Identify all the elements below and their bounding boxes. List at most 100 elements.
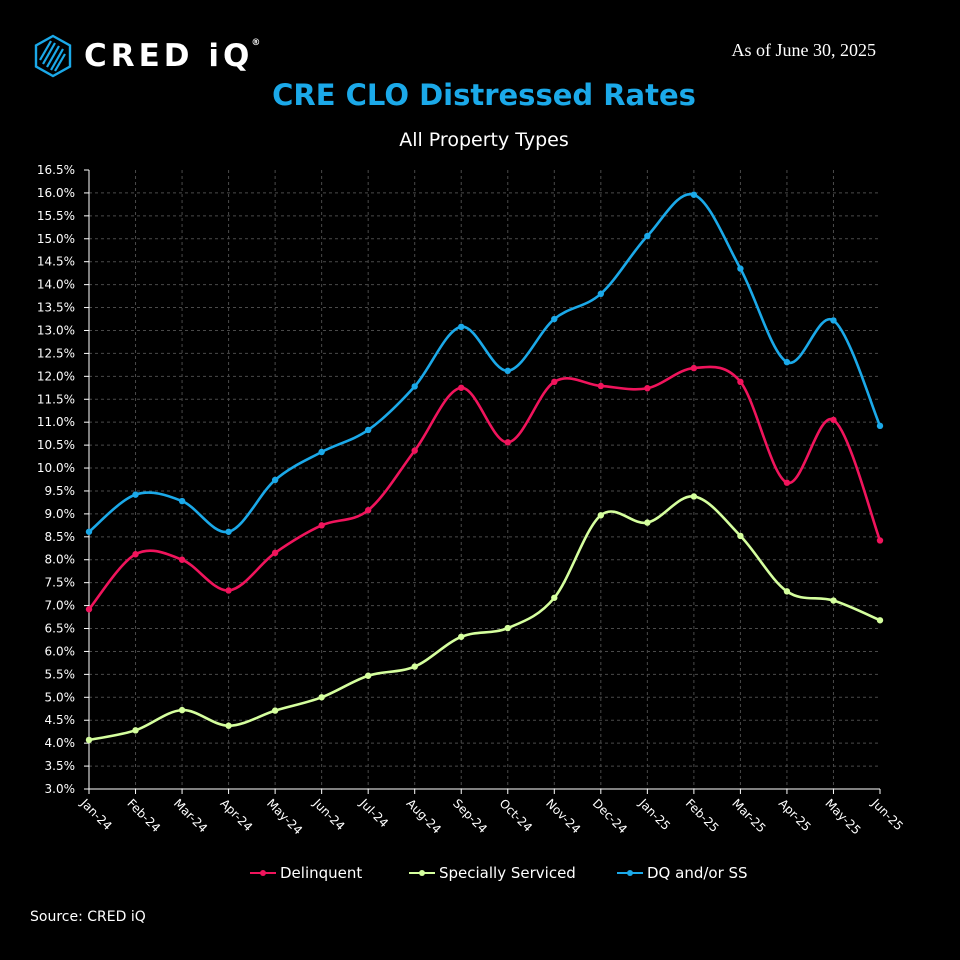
data-point-delinquent: [830, 416, 837, 424]
source-note: Source: CRED iQ: [30, 909, 146, 925]
x-tick-label: Jan-24: [77, 796, 115, 834]
data-point-dq-and-or-ss: [411, 383, 418, 390]
y-tick-label: 11.0%: [37, 415, 75, 429]
data-point-specially-serviced: [783, 588, 791, 595]
x-tick-label: Jun-25: [868, 796, 906, 834]
y-tick-label: 9.5%: [45, 484, 76, 498]
data-point-delinquent: [597, 382, 605, 390]
data-point-delinquent: [411, 447, 418, 454]
data-point-specially-serviced: [132, 727, 139, 734]
data-point-specially-serviced: [364, 672, 372, 679]
y-tick-label: 15.5%: [37, 209, 75, 223]
data-point-dq-and-or-ss: [178, 497, 186, 505]
data-point-delinquent: [644, 385, 651, 392]
data-point-dq-and-or-ss: [551, 315, 558, 323]
y-tick-label: 10.5%: [37, 438, 75, 452]
data-point-specially-serviced: [551, 594, 558, 601]
data-point-delinquent: [85, 606, 93, 613]
y-tick-label: 7.5%: [45, 576, 76, 590]
data-point-specially-serviced: [737, 532, 744, 540]
y-tick-label: 12.0%: [37, 369, 75, 383]
x-tick-label: Apr-25: [776, 796, 814, 834]
data-point-dq-and-or-ss: [225, 528, 232, 535]
y-tick-label: 3.0%: [45, 782, 76, 796]
legend-swatch: [617, 867, 643, 879]
y-tick-label: 14.5%: [37, 255, 75, 269]
data-point-dq-and-or-ss: [458, 323, 465, 331]
y-tick-label: 6.5%: [45, 622, 76, 636]
data-point-specially-serviced: [830, 597, 837, 604]
data-point-dq-and-or-ss: [737, 265, 744, 272]
data-point-specially-serviced: [318, 694, 325, 701]
y-tick-label: 5.0%: [45, 690, 76, 704]
brand-name: CRED iQ®: [84, 38, 261, 74]
legend-item: Delinquent: [250, 864, 362, 882]
data-point-dq-and-or-ss: [318, 448, 325, 456]
x-tick-label: Feb-25: [683, 796, 722, 835]
data-point-delinquent: [551, 378, 558, 386]
y-tick-label: 7.0%: [45, 599, 76, 613]
y-tick-label: 4.0%: [45, 736, 76, 750]
data-point-dq-and-or-ss: [690, 191, 698, 198]
x-tick-label: Aug-24: [404, 796, 444, 836]
x-tick-label: Oct-24: [497, 796, 535, 834]
x-tick-label: Dec-24: [590, 796, 630, 836]
x-tick-label: Mar-25: [729, 796, 768, 835]
data-point-specially-serviced: [225, 722, 232, 729]
data-point-specially-serviced: [597, 512, 605, 519]
series-line-specially-serviced: [88, 495, 881, 742]
y-tick-label: 3.5%: [45, 759, 76, 773]
data-point-specially-serviced: [644, 519, 651, 526]
y-tick-label: 14.0%: [37, 278, 75, 292]
data-point-delinquent: [876, 537, 884, 544]
data-point-delinquent: [132, 551, 139, 558]
data-point-delinquent: [458, 384, 465, 391]
data-point-specially-serviced: [85, 736, 93, 744]
data-point-specially-serviced: [690, 493, 698, 500]
data-point-dq-and-or-ss: [830, 317, 837, 324]
data-point-dq-and-or-ss: [597, 290, 605, 297]
data-point-delinquent: [225, 587, 232, 594]
registered-mark: ®: [251, 38, 261, 48]
data-point-dq-and-or-ss: [85, 528, 93, 535]
series-line-delinquent: [87, 365, 882, 611]
x-tick-label: Jul-24: [356, 796, 391, 831]
y-tick-label: 10.0%: [37, 461, 75, 475]
data-point-delinquent: [318, 522, 325, 529]
data-point-specially-serviced: [411, 663, 418, 670]
legend-swatch: [250, 867, 276, 879]
y-tick-label: 5.5%: [45, 667, 76, 681]
data-point-dq-and-or-ss: [364, 426, 372, 434]
y-tick-label: 6.0%: [45, 644, 76, 658]
legend-label: DQ and/or SS: [647, 864, 748, 882]
data-point-dq-and-or-ss: [783, 358, 791, 366]
legend-swatch: [409, 867, 435, 879]
x-tick-label: May-24: [264, 796, 305, 837]
legend-label: Delinquent: [280, 864, 363, 882]
x-tick-label: Feb-24: [124, 796, 163, 835]
x-tick-label: May-25: [822, 796, 863, 837]
y-tick-label: 11.5%: [37, 392, 75, 406]
x-tick-label: Jan-25: [636, 796, 674, 834]
x-tick-label: Nov-24: [543, 796, 583, 836]
data-point-delinquent: [504, 439, 511, 446]
x-tick-label: Sep-24: [450, 796, 490, 836]
data-point-specially-serviced: [458, 633, 465, 640]
chart-legend: Delinquent Specially Serviced DQ and/or SS: [0, 864, 960, 886]
as-of-date: As of June 30, 2025: [731, 40, 877, 60]
data-point-delinquent: [178, 556, 186, 563]
data-point-dq-and-or-ss: [876, 422, 884, 430]
series-line-dq-and-or-ss: [88, 192, 882, 534]
data-point-dq-and-or-ss: [644, 232, 651, 240]
data-point-dq-and-or-ss: [132, 491, 139, 498]
x-tick-label: Jun-24: [310, 796, 348, 834]
y-tick-label: 16.5%: [37, 163, 75, 177]
chart-subtitle: All Property Types: [399, 129, 569, 151]
legend-item: DQ and/or SS: [617, 864, 748, 882]
legend-item: Specially Serviced: [409, 864, 576, 882]
y-tick-label: 13.0%: [37, 323, 75, 337]
hexagon-logo-icon: [34, 34, 72, 78]
data-point-delinquent: [364, 507, 372, 514]
data-point-specially-serviced: [178, 706, 186, 714]
